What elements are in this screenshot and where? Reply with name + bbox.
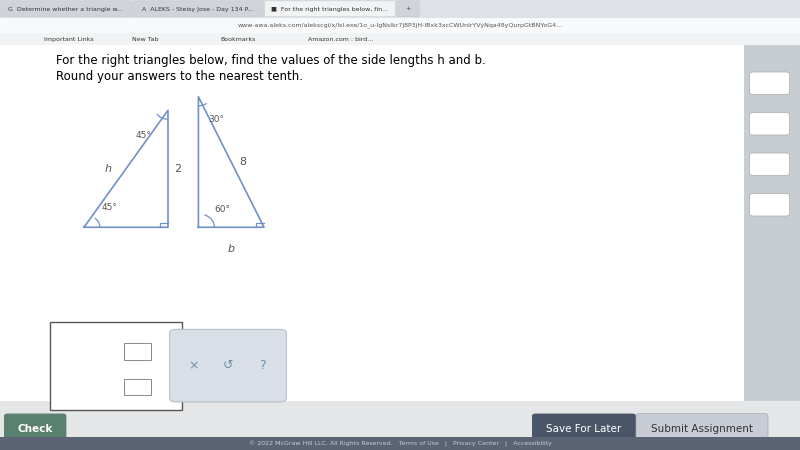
Text: ■  For the right triangles below, fin...: ■ For the right triangles below, fin... [271, 6, 389, 12]
Text: 60°: 60° [214, 205, 230, 214]
Text: G  Determine whether a triangle w...: G Determine whether a triangle w... [9, 6, 123, 12]
Text: Amazon.com : bird...: Amazon.com : bird... [308, 36, 374, 42]
FancyBboxPatch shape [124, 379, 151, 396]
Text: Save For Later: Save For Later [546, 424, 622, 434]
Text: Bookmarks: Bookmarks [220, 36, 255, 42]
FancyBboxPatch shape [1, 1, 131, 17]
FancyBboxPatch shape [4, 414, 66, 444]
Text: b =: b = [92, 382, 112, 392]
FancyBboxPatch shape [0, 18, 800, 33]
Text: 45°: 45° [102, 202, 118, 211]
Text: New Tab: New Tab [132, 36, 158, 42]
Text: +: + [406, 6, 410, 12]
FancyBboxPatch shape [124, 343, 151, 360]
FancyBboxPatch shape [750, 153, 790, 176]
FancyBboxPatch shape [133, 1, 263, 17]
FancyBboxPatch shape [0, 401, 800, 450]
Text: 30°: 30° [208, 115, 224, 124]
FancyBboxPatch shape [532, 414, 636, 444]
FancyBboxPatch shape [744, 0, 800, 401]
FancyBboxPatch shape [0, 0, 800, 18]
FancyBboxPatch shape [397, 1, 419, 17]
Text: h: h [105, 164, 112, 174]
Text: ×: × [188, 359, 199, 372]
FancyBboxPatch shape [750, 72, 790, 94]
Text: A  ALEKS - Steisy Jose - Day 134 P...: A ALEKS - Steisy Jose - Day 134 P... [142, 6, 254, 12]
Text: Check: Check [18, 424, 53, 434]
FancyBboxPatch shape [0, 0, 744, 401]
Text: For the right triangles below, find the values of the side lengths h and b.: For the right triangles below, find the … [56, 54, 486, 67]
Text: www-awa.aleks.com/alekscgi/x/lsl.exe/1o_u-lgNslkr7j8P3jH-lBxk3xcCWUnlrYVyNqa48yQ: www-awa.aleks.com/alekscgi/x/lsl.exe/1o_… [238, 23, 562, 28]
FancyBboxPatch shape [265, 1, 395, 17]
Text: h =: h = [92, 346, 112, 356]
Text: ?: ? [259, 359, 266, 372]
Text: b: b [228, 244, 234, 254]
Text: 8: 8 [239, 157, 246, 167]
FancyBboxPatch shape [0, 437, 800, 450]
FancyBboxPatch shape [50, 322, 182, 410]
FancyBboxPatch shape [750, 194, 790, 216]
Text: Round your answers to the nearest tenth.: Round your answers to the nearest tenth. [56, 70, 303, 83]
FancyBboxPatch shape [170, 329, 286, 402]
Text: Important Links: Important Links [44, 36, 94, 42]
Text: © 2022 McGraw Hill LLC. All Rights Reserved.   Terms of Use   |   Privacy Center: © 2022 McGraw Hill LLC. All Rights Reser… [249, 441, 551, 447]
Text: Submit Assignment: Submit Assignment [651, 424, 753, 434]
Text: 45°: 45° [136, 130, 152, 140]
FancyBboxPatch shape [636, 414, 768, 444]
Text: ↺: ↺ [222, 359, 234, 372]
Text: (b): (b) [63, 382, 79, 392]
Text: (a): (a) [63, 346, 79, 356]
FancyBboxPatch shape [0, 33, 800, 45]
Text: 2: 2 [174, 164, 182, 174]
FancyBboxPatch shape [750, 112, 790, 135]
